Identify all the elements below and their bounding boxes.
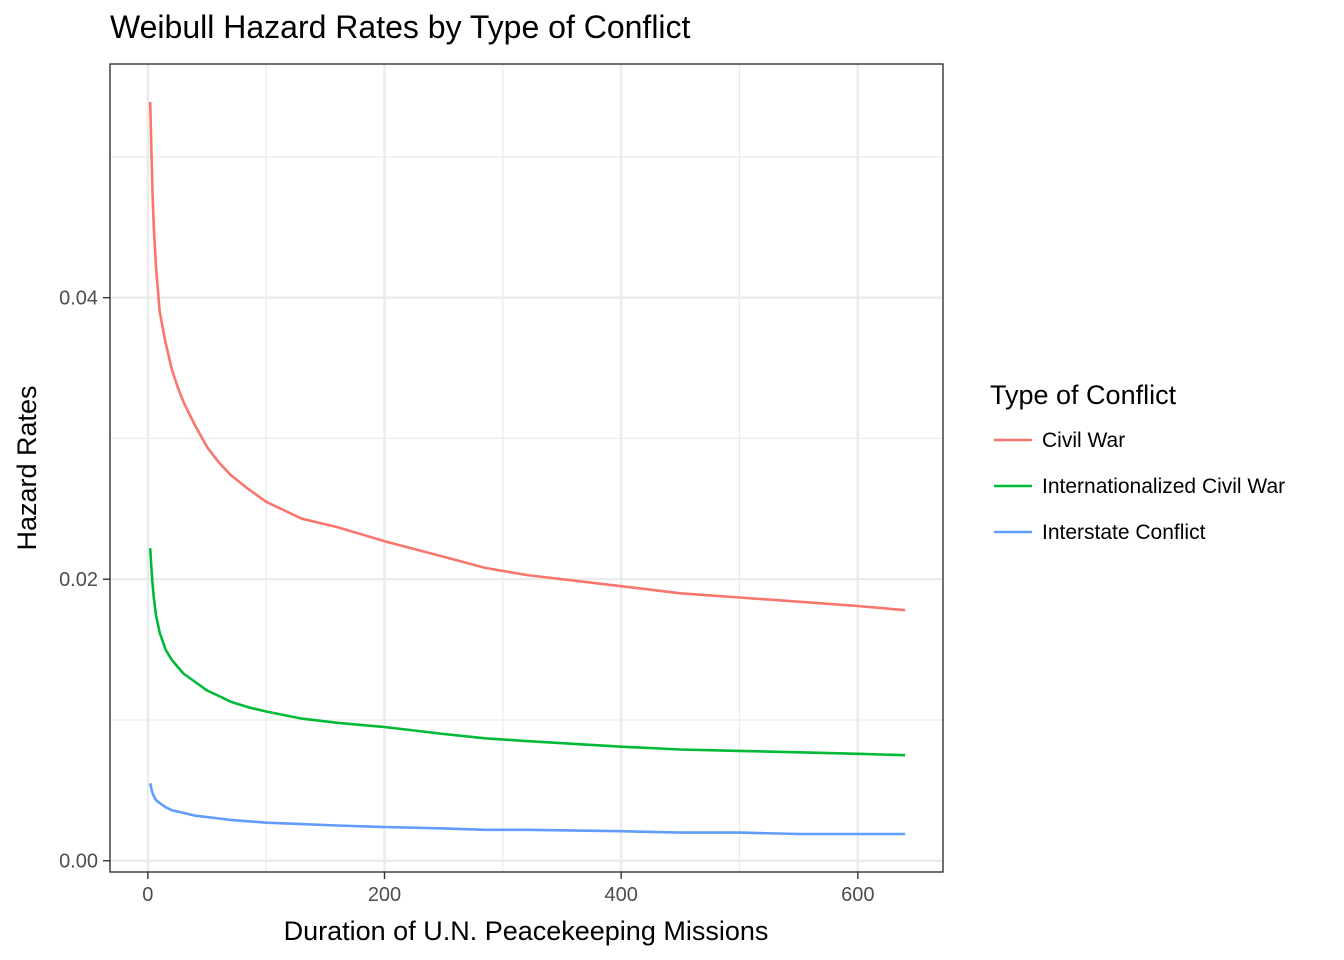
series-line-civil-war bbox=[148, 101, 906, 612]
major-gridlines bbox=[110, 64, 943, 872]
chart-title: Weibull Hazard Rates by Type of Conflict bbox=[110, 9, 691, 45]
y-tick-label: 0.02 bbox=[59, 569, 98, 591]
plot-background bbox=[110, 64, 943, 872]
legend: Type of Conflict Civil War Internationali… bbox=[990, 380, 1285, 544]
series-line-interstate-conflict bbox=[148, 783, 906, 836]
legend-title: Type of Conflict bbox=[990, 380, 1177, 410]
x-tick-label: 400 bbox=[604, 884, 637, 906]
x-tick-label: 0 bbox=[142, 884, 153, 906]
y-tick-label: 0.00 bbox=[59, 851, 98, 873]
y-tick-label: 0.04 bbox=[59, 288, 98, 310]
x-tick-label: 200 bbox=[368, 884, 401, 906]
y-axis-ticks: 0.00 0.02 0.04 bbox=[59, 288, 110, 873]
x-tick-label: 600 bbox=[841, 884, 874, 906]
y-axis-title: Hazard Rates bbox=[12, 385, 42, 550]
series-line-internationalized-civil-war bbox=[148, 548, 906, 757]
minor-gridlines bbox=[110, 64, 943, 872]
plot-panel-border bbox=[109, 63, 944, 873]
series-lines bbox=[148, 101, 906, 836]
x-axis-ticks: 0 200 400 600 bbox=[142, 872, 874, 906]
legend-label-interstate-conflict: Interstate Conflict bbox=[1042, 521, 1206, 544]
legend-label-internationalized-civil-war: Internationalized Civil War bbox=[1042, 475, 1285, 498]
legend-label-civil-war: Civil War bbox=[1042, 429, 1125, 452]
x-axis-title: Duration of U.N. Peacekeeping Missions bbox=[284, 916, 769, 946]
